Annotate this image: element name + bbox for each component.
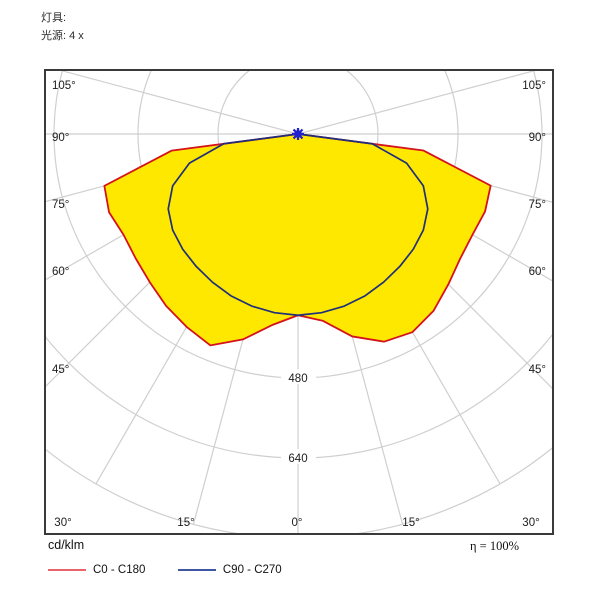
origin-marker <box>292 128 304 140</box>
angle-label-right-45: 45° <box>529 364 546 376</box>
angle-labels-right: 105° 90° 75° 60° 45° <box>522 80 546 376</box>
angle-label-bottom-15R: 15° <box>402 517 419 529</box>
angle-label-right-60: 60° <box>529 266 546 278</box>
angle-labels-left: 105° 90° 75° 60° 45° <box>52 80 76 376</box>
radial-tick-labels: 480 640 <box>281 369 316 465</box>
angle-label-left-90: 90° <box>52 132 69 144</box>
lamp-label: 光源: 4 x <box>41 30 84 42</box>
angle-label-left-105: 105° <box>52 80 76 92</box>
radial-label-480: 480 <box>288 373 307 385</box>
angle-label-right-105: 105° <box>522 80 546 92</box>
angle-labels-bottom: 30° 15° 0° 15° 30° <box>54 517 539 529</box>
angle-label-bottom-30L: 30° <box>54 517 71 529</box>
angle-label-bottom-15L: 15° <box>177 517 194 529</box>
angle-label-left-60: 60° <box>52 266 69 278</box>
distribution-fill-group <box>103 133 492 347</box>
c0-c180-fill <box>104 134 491 346</box>
radial-label-640: 640 <box>288 453 307 465</box>
angle-label-bottom-30R: 30° <box>522 517 539 529</box>
angle-label-left-75: 75° <box>52 199 69 211</box>
plot-frame <box>44 69 554 535</box>
angle-label-right-75: 75° <box>529 199 546 211</box>
angle-label-right-90: 90° <box>529 132 546 144</box>
angle-label-left-45: 45° <box>52 364 69 376</box>
angle-label-bottom-0: 0° <box>292 517 303 529</box>
luminaire-label: 灯具: <box>41 12 67 24</box>
c90-c270-curve <box>167 133 429 317</box>
